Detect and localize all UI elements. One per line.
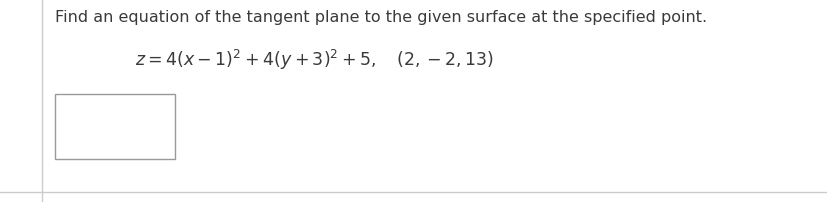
Bar — [55, 95, 174, 159]
Text: $z = 4(x - 1)^2 + 4(y + 3)^2 + 5, \quad (2, -2, 13)$: $z = 4(x - 1)^2 + 4(y + 3)^2 + 5, \quad … — [135, 48, 493, 72]
Text: Find an equation of the tangent plane to the given surface at the specified poin: Find an equation of the tangent plane to… — [55, 10, 706, 25]
